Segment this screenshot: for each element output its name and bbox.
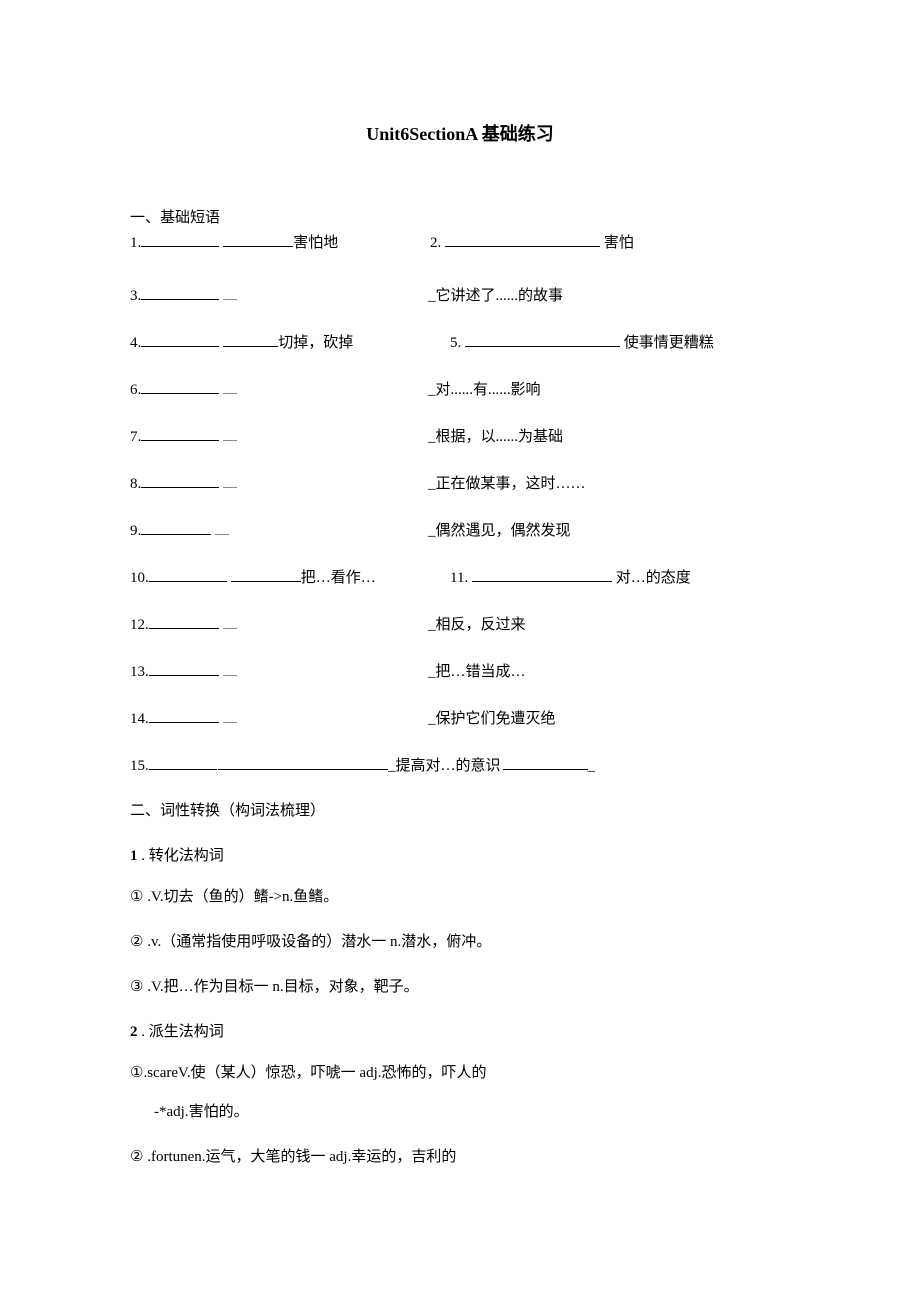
phrase-row: 13. _把…错当成… [130, 660, 790, 681]
blank [141, 472, 219, 488]
phrase-text: 害怕 [604, 235, 634, 251]
phrase-row: 9. _偶然遇见，偶然发现 [130, 519, 790, 540]
item-num: 4. [130, 335, 141, 352]
blank-stub [223, 380, 237, 394]
item-num: 2. [430, 235, 441, 251]
item-num: 6. [130, 382, 141, 399]
phrase-text: 偶然遇见，偶然发现 [436, 523, 571, 539]
phrase-text: 把…看作… [301, 566, 376, 587]
blank [141, 284, 219, 300]
blank [445, 231, 600, 247]
phrase-row: 12. _相反，反过来 [130, 613, 790, 634]
phrase-text: 切掉，砍掉 [278, 331, 353, 352]
section2-heading: 二、词性转换（构词法梳理） [130, 799, 790, 820]
page-title: Unit6SectionA 基础练习 [130, 120, 790, 146]
blank [231, 566, 301, 582]
phrase-text: 对......有......影响 [436, 382, 541, 398]
item-num: 1. [130, 235, 141, 252]
blank-stub [223, 662, 237, 676]
blank [141, 519, 211, 535]
item-num: 3. [130, 288, 141, 305]
item-num: 13. [130, 664, 149, 681]
blank-stub [223, 615, 237, 629]
phrase-text: 对…的态度 [616, 570, 691, 586]
item-num: 12. [130, 617, 149, 634]
phrase-text: 保护它们免遭灭绝 [436, 711, 556, 727]
blank [465, 331, 620, 347]
phrase-text: 提高对…的意识 [396, 758, 501, 774]
item-num: 14. [130, 711, 149, 728]
blank [141, 378, 219, 394]
phrase-text: 把…错当成… [436, 664, 526, 680]
phrase-row: 15. _提高对…的意识_ [130, 754, 790, 775]
phrase-text: 害怕地 [293, 231, 338, 252]
blank [472, 566, 612, 582]
blank [141, 231, 219, 247]
word-item: ② .fortunen.运气，大笔的钱一 adj.幸运的，吉利的 [130, 1145, 790, 1166]
blank [141, 331, 219, 347]
item-num: 9. [130, 523, 141, 540]
blank [223, 231, 293, 247]
blank [223, 331, 278, 347]
blank [141, 425, 219, 441]
phrase-text: 相反，反过来 [436, 617, 526, 633]
word-item: ①.scareV.使（某人）惊恐，吓唬一 adj.恐怖的，吓人的 [130, 1061, 790, 1082]
phrase-row: 4. 切掉，砍掉 5. 使事情更糟糕 [130, 331, 790, 352]
phrase-row: 8. _正在做某事，这时…… [130, 472, 790, 493]
sub1-heading: 1 . 转化法构词 [130, 844, 790, 865]
phrase-row: 6. _对......有......影响 [130, 378, 790, 399]
blank [149, 660, 219, 676]
blank [218, 754, 388, 770]
word-item: ③ .V.把…作为目标一 n.目标，对象，靶子。 [130, 975, 790, 996]
item-num: 10. [130, 570, 149, 587]
word-item: ② .v.（通常指使用呼吸设备的）潜水一 n.潜水，俯冲。 [130, 930, 790, 951]
phrase-row: 7. _根据，以......为基础 [130, 425, 790, 446]
phrase-row: 1. 害怕地 2. 害怕 [130, 231, 790, 252]
section1-heading: 一、基础短语 [130, 206, 220, 227]
sub2-heading: 2 . 派生法构词 [130, 1020, 790, 1041]
item-num: 15. [130, 758, 149, 775]
phrase-row: 14. _保护它们免遭灭绝 [130, 707, 790, 728]
blank [149, 613, 219, 629]
blank [149, 566, 227, 582]
blank-stub [223, 709, 237, 723]
blank-stub [223, 474, 237, 488]
phrase-text: 正在做某事，这时…… [436, 476, 586, 492]
word-item-sub: -*adj.害怕的。 [130, 1100, 790, 1121]
blank [503, 754, 588, 770]
item-num: 8. [130, 476, 141, 493]
item-num: 7. [130, 429, 141, 446]
phrase-text: 根据，以......为基础 [436, 429, 564, 445]
item-num: 5. [450, 335, 461, 351]
phrase-row: 10. 把…看作… 11. 对…的态度 [130, 566, 790, 587]
phrase-text: 它讲述了......的故事 [436, 288, 564, 304]
blank-stub [223, 427, 237, 441]
blank-stub [215, 521, 229, 535]
word-item: ① .V.切去（鱼的）鳍->n.鱼鳍。 [130, 885, 790, 906]
blank [149, 754, 217, 770]
phrase-text: 使事情更糟糕 [624, 335, 714, 351]
item-num: 11. [450, 570, 468, 586]
blank [149, 707, 219, 723]
phrase-row: 3. _它讲述了......的故事 [130, 284, 790, 305]
blank-stub [223, 286, 237, 300]
